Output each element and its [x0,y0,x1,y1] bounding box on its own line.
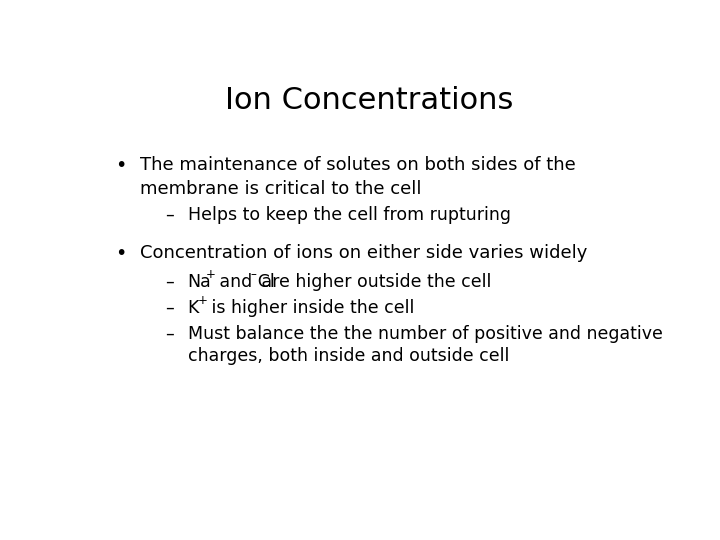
Text: •: • [115,156,127,176]
Text: and Cl: and Cl [215,273,275,291]
Text: –: – [250,268,256,281]
Text: –: – [166,206,174,224]
Text: Must balance the the number of positive and negative: Must balance the the number of positive … [188,325,662,343]
Text: are higher outside the cell: are higher outside the cell [256,273,492,291]
Text: Concentration of ions on either side varies widely: Concentration of ions on either side var… [140,244,588,262]
Text: Na: Na [188,273,212,291]
Text: +: + [206,268,216,281]
Text: Ion Concentrations: Ion Concentrations [225,85,513,114]
Text: membrane is critical to the cell: membrane is critical to the cell [140,180,422,198]
Text: K: K [188,299,199,317]
Text: The maintenance of solutes on both sides of the: The maintenance of solutes on both sides… [140,156,576,174]
Text: is higher inside the cell: is higher inside the cell [206,299,415,317]
Text: –: – [166,325,174,343]
Text: charges, both inside and outside cell: charges, both inside and outside cell [188,347,509,366]
Text: +: + [198,294,207,307]
Text: Helps to keep the cell from rupturing: Helps to keep the cell from rupturing [188,206,510,224]
Text: –: – [166,273,174,291]
Text: •: • [115,244,127,263]
Text: –: – [166,299,174,317]
